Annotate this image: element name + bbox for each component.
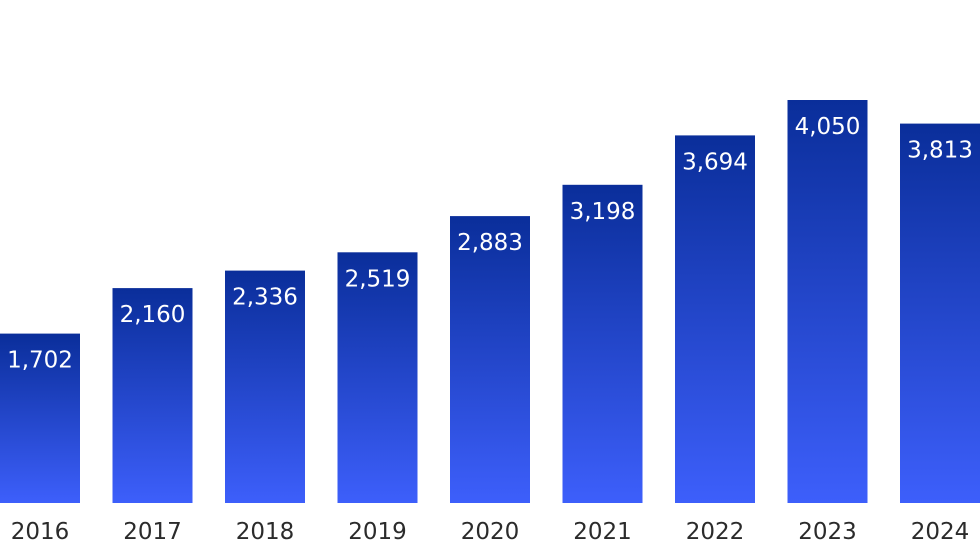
- x-tick-label: 2020: [461, 519, 520, 545]
- value-labels-group: 1,702 2,160 2,336 2,519 2,883 3,198 3,694 4,050…: [7, 114, 973, 374]
- x-tick-label: 2019: [348, 519, 407, 545]
- bars-group: [0, 100, 980, 504]
- bar-value-label: 3,198: [570, 199, 636, 225]
- bar-value-label: 2,883: [457, 230, 523, 256]
- bar-value-label: 2,160: [120, 302, 186, 328]
- x-tick-label: 2017: [123, 519, 182, 545]
- x-tick-label: 2023: [798, 519, 857, 545]
- bar-value-label: 3,694: [682, 149, 748, 175]
- bar-2016: [0, 333, 80, 503]
- bar-value-label: 1,702: [7, 348, 73, 374]
- x-tick-label: 2018: [236, 519, 295, 545]
- bar-2017: [112, 288, 193, 503]
- bar-value-label: 4,050: [795, 114, 861, 140]
- bar-2024: [900, 123, 980, 503]
- x-tick-label: 2021: [573, 519, 632, 545]
- x-tick-label: 2016: [11, 519, 70, 545]
- bar-2023: [787, 100, 868, 503]
- bar-2021: [562, 184, 643, 504]
- x-tick-label: 2022: [686, 519, 745, 545]
- bar-2022: [675, 135, 755, 503]
- x-axis-tick-labels: 2016 2017 2018 2019 2020 2021 2022 2023 2024: [11, 519, 970, 545]
- bar-2018: [225, 270, 305, 503]
- bar-value-label: 3,813: [907, 138, 973, 164]
- bar-value-label: 2,519: [345, 266, 411, 292]
- bar-2020: [450, 216, 530, 503]
- bar-value-label: 2,336: [232, 285, 298, 311]
- x-tick-label: 2024: [911, 519, 970, 545]
- bar-2019: [337, 252, 418, 503]
